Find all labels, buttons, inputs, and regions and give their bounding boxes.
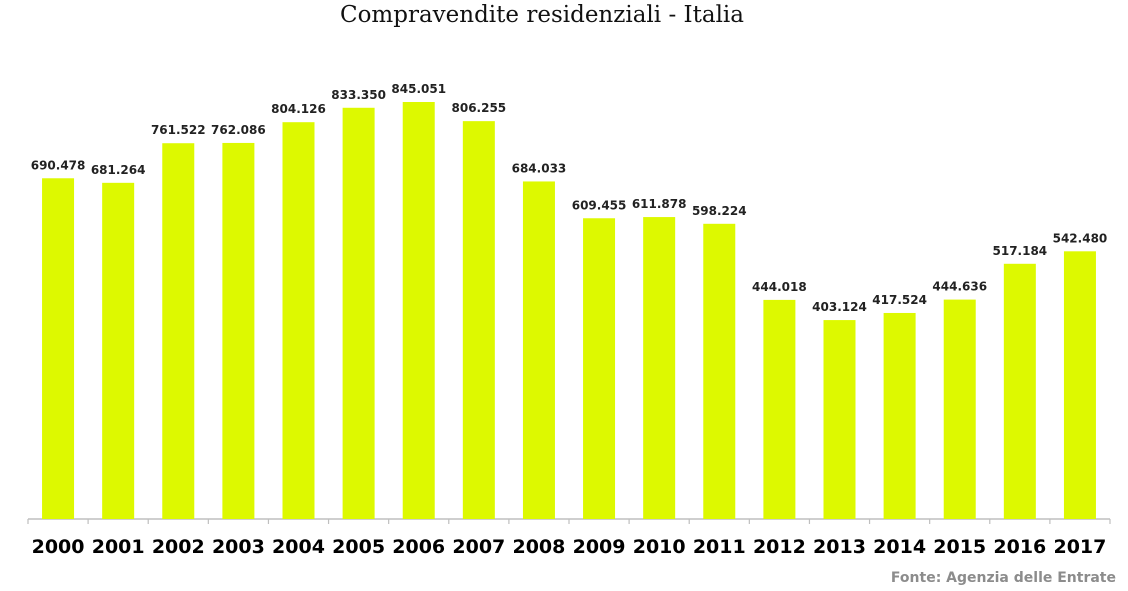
x-tick-label-2003: 2003 (212, 536, 265, 558)
bar-2015 (943, 299, 976, 519)
data-label-2000: 690.478 (31, 158, 86, 172)
x-tick-label-2010: 2010 (633, 536, 686, 558)
bar-2005 (342, 107, 375, 520)
bar-2003 (222, 142, 255, 520)
data-label-2010: 611.878 (632, 197, 687, 211)
data-label-2016: 517.184 (993, 244, 1048, 258)
x-tick-label-2006: 2006 (392, 536, 445, 558)
data-label-2004: 804.126 (271, 102, 326, 116)
bar-2007 (462, 121, 495, 520)
data-label-2001: 681.264 (91, 163, 146, 177)
x-tick-label-2002: 2002 (152, 536, 205, 558)
bar-2006 (402, 102, 435, 519)
data-label-2002: 761.522 (151, 123, 206, 137)
x-tick-label-2016: 2016 (993, 536, 1046, 558)
data-label-2017: 542.480 (1053, 231, 1108, 245)
x-tick-label-2015: 2015 (933, 536, 986, 558)
x-tick-label-2005: 2005 (332, 536, 385, 558)
bar-2001 (102, 182, 135, 519)
bar-2017 (1063, 251, 1096, 519)
data-label-2011: 598.224 (692, 204, 747, 218)
bar-2000 (42, 178, 75, 519)
x-tick-label-2012: 2012 (753, 536, 806, 558)
bar-2016 (1003, 263, 1036, 519)
data-label-2014: 417.524 (872, 293, 927, 307)
x-tick-label-2004: 2004 (272, 536, 325, 558)
x-tick-label-2009: 2009 (573, 536, 626, 558)
data-label-2005: 833.350 (331, 88, 386, 102)
chart-title: Compravendite residenziali - Italia (339, 2, 745, 28)
bar-2013 (823, 320, 856, 519)
x-tick-label-2007: 2007 (452, 536, 505, 558)
bar-2004 (282, 122, 315, 519)
x-tick-label-2001: 2001 (92, 536, 145, 558)
source-note: Fonte: Agenzia delle Entrate (890, 570, 1116, 586)
data-label-2006: 845.051 (391, 82, 446, 96)
data-label-2012: 444.018 (752, 280, 807, 294)
x-tick-label-2011: 2011 (693, 536, 746, 558)
bar-2002 (162, 143, 195, 520)
x-tick-label-2000: 2000 (32, 536, 85, 558)
bar-2012 (763, 299, 796, 519)
bar-2008 (522, 181, 555, 519)
bar-2010 (643, 217, 676, 519)
data-label-2013: 403.124 (812, 300, 867, 314)
bar-2014 (883, 312, 916, 519)
data-label-2009: 609.455 (572, 198, 627, 212)
x-tick-label-2017: 2017 (1053, 536, 1106, 558)
x-tick-label-2014: 2014 (873, 536, 926, 558)
data-label-2015: 444.636 (932, 280, 987, 294)
bar-2011 (703, 223, 736, 520)
x-tick-label-2008: 2008 (512, 536, 565, 558)
x-tick-label-2013: 2013 (813, 536, 866, 558)
data-label-2003: 762.086 (211, 123, 266, 137)
data-label-2008: 684.033 (512, 161, 567, 175)
data-label-2007: 806.255 (452, 101, 507, 115)
bar-2009 (583, 218, 616, 520)
